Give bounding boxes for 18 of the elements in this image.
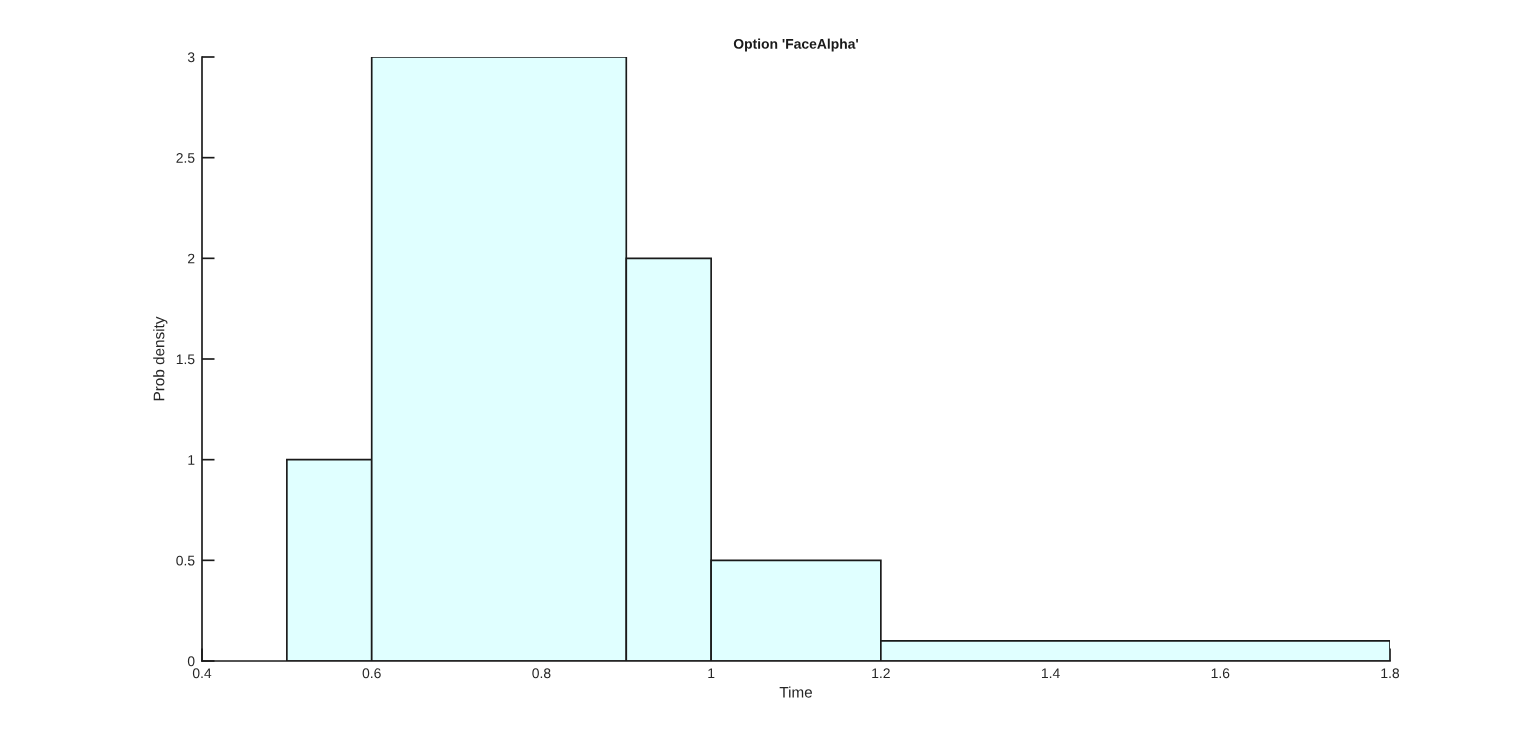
y-axis-title: Prob density [153,316,168,401]
x-axis-title: Time [779,686,813,698]
chart-title: Option 'FaceAlpha' [733,38,859,52]
x-tick-label: 1.4 [1041,668,1060,679]
x-tick-label: 1.6 [1211,668,1230,679]
y-tick-label: 3 [187,52,195,63]
x-tick-label: 1.2 [872,668,890,679]
x-tick-label: 0.4 [192,668,212,679]
x-tick-label: 1.8 [1381,668,1400,679]
x-tick-label: 0.6 [362,668,381,679]
x-tick-label: 1 [708,668,715,679]
y-tick-label: 2.5 [176,153,195,163]
x-tick-label: 0.8 [532,668,551,679]
y-tick-label: 2 [188,253,195,264]
y-tick-label: 1 [188,455,195,465]
y-tick-label: 0.5 [176,555,195,566]
y-tick-label: 0 [187,656,195,667]
y-tick-label: 1.5 [176,354,195,365]
